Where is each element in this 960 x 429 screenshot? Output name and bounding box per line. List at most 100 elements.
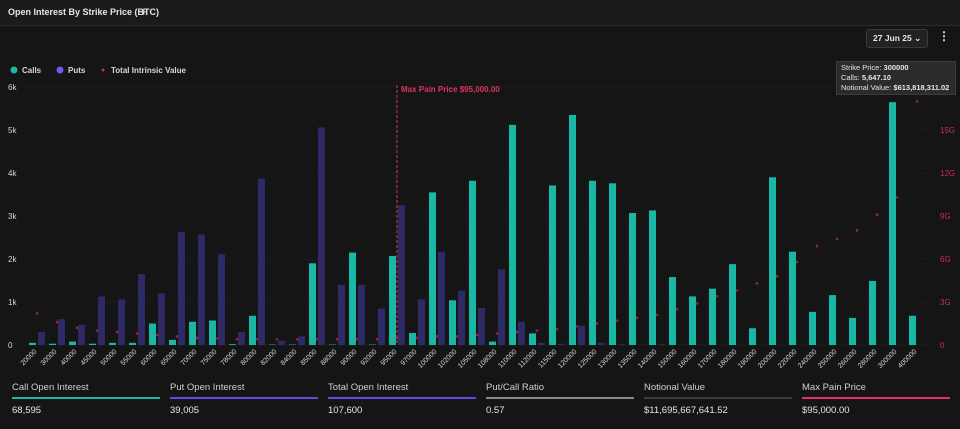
tip-value: $613,818,311.02 bbox=[893, 83, 950, 92]
stat-label: Put/Call Ratio bbox=[486, 382, 545, 393]
bar bbox=[449, 300, 456, 345]
intrinsic-dot bbox=[255, 337, 259, 341]
y2-tick-label: 9G bbox=[940, 212, 951, 221]
bar bbox=[429, 192, 436, 345]
intrinsic-dot bbox=[175, 335, 179, 338]
x-tick-label: 75000 bbox=[200, 348, 219, 367]
bar bbox=[218, 254, 225, 345]
intrinsic-dot bbox=[115, 330, 119, 334]
tooltip: Strike Price: 300000 Calls: 5,647.10 Not… bbox=[836, 61, 956, 95]
tip-key: Strike Price: bbox=[841, 63, 882, 72]
bar bbox=[178, 231, 185, 345]
intrinsic-dot bbox=[235, 337, 239, 341]
bar bbox=[689, 296, 696, 345]
bar bbox=[98, 296, 105, 345]
stat: Put Open Interest 39,005 bbox=[170, 378, 318, 416]
intrinsic-dot bbox=[575, 325, 579, 328]
bar bbox=[598, 342, 605, 345]
intrinsic-dot bbox=[795, 260, 799, 264]
x-tick-label: 60000 bbox=[140, 348, 159, 367]
stat-underline bbox=[802, 397, 950, 399]
intrinsic-dot bbox=[215, 337, 219, 340]
y-tick-label: 5k bbox=[8, 126, 17, 135]
y-tick-label: 0 bbox=[8, 341, 13, 350]
bar bbox=[129, 342, 136, 345]
bar bbox=[29, 342, 36, 345]
tip-value: 300000 bbox=[883, 63, 909, 72]
bar bbox=[378, 308, 385, 345]
intrinsic-dot bbox=[95, 329, 99, 332]
x-tick-label: 250000 bbox=[817, 348, 839, 370]
bar bbox=[229, 344, 236, 345]
intrinsic-dot bbox=[715, 294, 719, 298]
legend-label: Total Intrinsic Value bbox=[111, 66, 187, 75]
x-tick-label: 135000 bbox=[617, 348, 639, 370]
x-tick-label: 115000 bbox=[537, 348, 558, 369]
x-tick-label: 80000 bbox=[240, 348, 259, 367]
stat-underline bbox=[644, 397, 792, 399]
stat-label: Max Pain Price bbox=[802, 382, 866, 393]
expiry-select[interactable]: 27 Jun 25 ⌄ bbox=[866, 29, 928, 48]
x-tick-label: 240000 bbox=[797, 348, 819, 370]
stat: Total Open Interest 107,600 bbox=[328, 378, 476, 416]
y2-tick-label: 3G bbox=[940, 298, 951, 307]
bar bbox=[549, 185, 556, 345]
menu-button[interactable]: ⋮ bbox=[938, 29, 950, 43]
bar bbox=[489, 341, 496, 345]
intrinsic-dot bbox=[495, 332, 499, 335]
stat-underline bbox=[486, 397, 634, 399]
bar bbox=[809, 311, 816, 345]
bar bbox=[589, 180, 596, 345]
intrinsic-dot bbox=[595, 322, 599, 325]
intrinsic-dot bbox=[55, 320, 59, 324]
x-tick-label: 45000 bbox=[80, 348, 99, 367]
bar bbox=[109, 342, 116, 345]
bar bbox=[538, 342, 545, 345]
intrinsic-dot bbox=[615, 319, 619, 322]
intrinsic-dot bbox=[535, 329, 539, 332]
bar bbox=[609, 183, 616, 345]
bar bbox=[318, 127, 325, 345]
stat-label: Notional Value bbox=[644, 382, 706, 393]
bar bbox=[498, 269, 505, 345]
bar bbox=[249, 315, 256, 345]
bar bbox=[558, 343, 565, 345]
intrinsic-dot bbox=[875, 213, 879, 216]
bar bbox=[298, 336, 305, 345]
bar bbox=[198, 234, 205, 345]
bar bbox=[389, 255, 396, 345]
bar bbox=[829, 295, 836, 345]
x-tick-label: 400000 bbox=[897, 348, 919, 370]
intrinsic-dot bbox=[355, 337, 359, 341]
bar bbox=[89, 343, 96, 345]
bar bbox=[38, 332, 45, 345]
intrinsic-dot bbox=[695, 302, 699, 305]
bar bbox=[78, 324, 85, 345]
y2-tick-label: 6G bbox=[940, 255, 951, 264]
x-tick-label: 140000 bbox=[637, 348, 659, 370]
stat-value: 39,005 bbox=[170, 405, 200, 416]
x-tick-label: 84000 bbox=[280, 348, 299, 367]
intrinsic-dot bbox=[455, 335, 459, 338]
x-tick-label: 130000 bbox=[597, 348, 619, 370]
intrinsic-dot bbox=[515, 330, 519, 334]
bar bbox=[258, 178, 265, 345]
bar bbox=[889, 102, 896, 345]
x-tick-label: 160000 bbox=[677, 348, 699, 370]
x-tick-label: 112000 bbox=[517, 348, 538, 369]
y-tick-label: 6k bbox=[8, 83, 17, 92]
header: Open Interest By Strike Price (BTC) + bbox=[0, 0, 960, 26]
x-tick-label: 300000 bbox=[877, 348, 899, 370]
bar bbox=[338, 284, 345, 345]
add-button[interactable]: + bbox=[140, 4, 148, 19]
bar bbox=[158, 293, 165, 345]
bar bbox=[669, 277, 676, 345]
x-tick-label: 170000 bbox=[697, 348, 719, 370]
intrinsic-dot bbox=[135, 332, 139, 335]
stat-value: $95,000.00 bbox=[802, 405, 850, 416]
x-tick-label: 220000 bbox=[777, 348, 799, 370]
x-tick-label: 70000 bbox=[180, 348, 199, 367]
intrinsic-dot bbox=[475, 333, 479, 337]
intrinsic-dot bbox=[915, 100, 919, 103]
bar bbox=[309, 263, 316, 345]
